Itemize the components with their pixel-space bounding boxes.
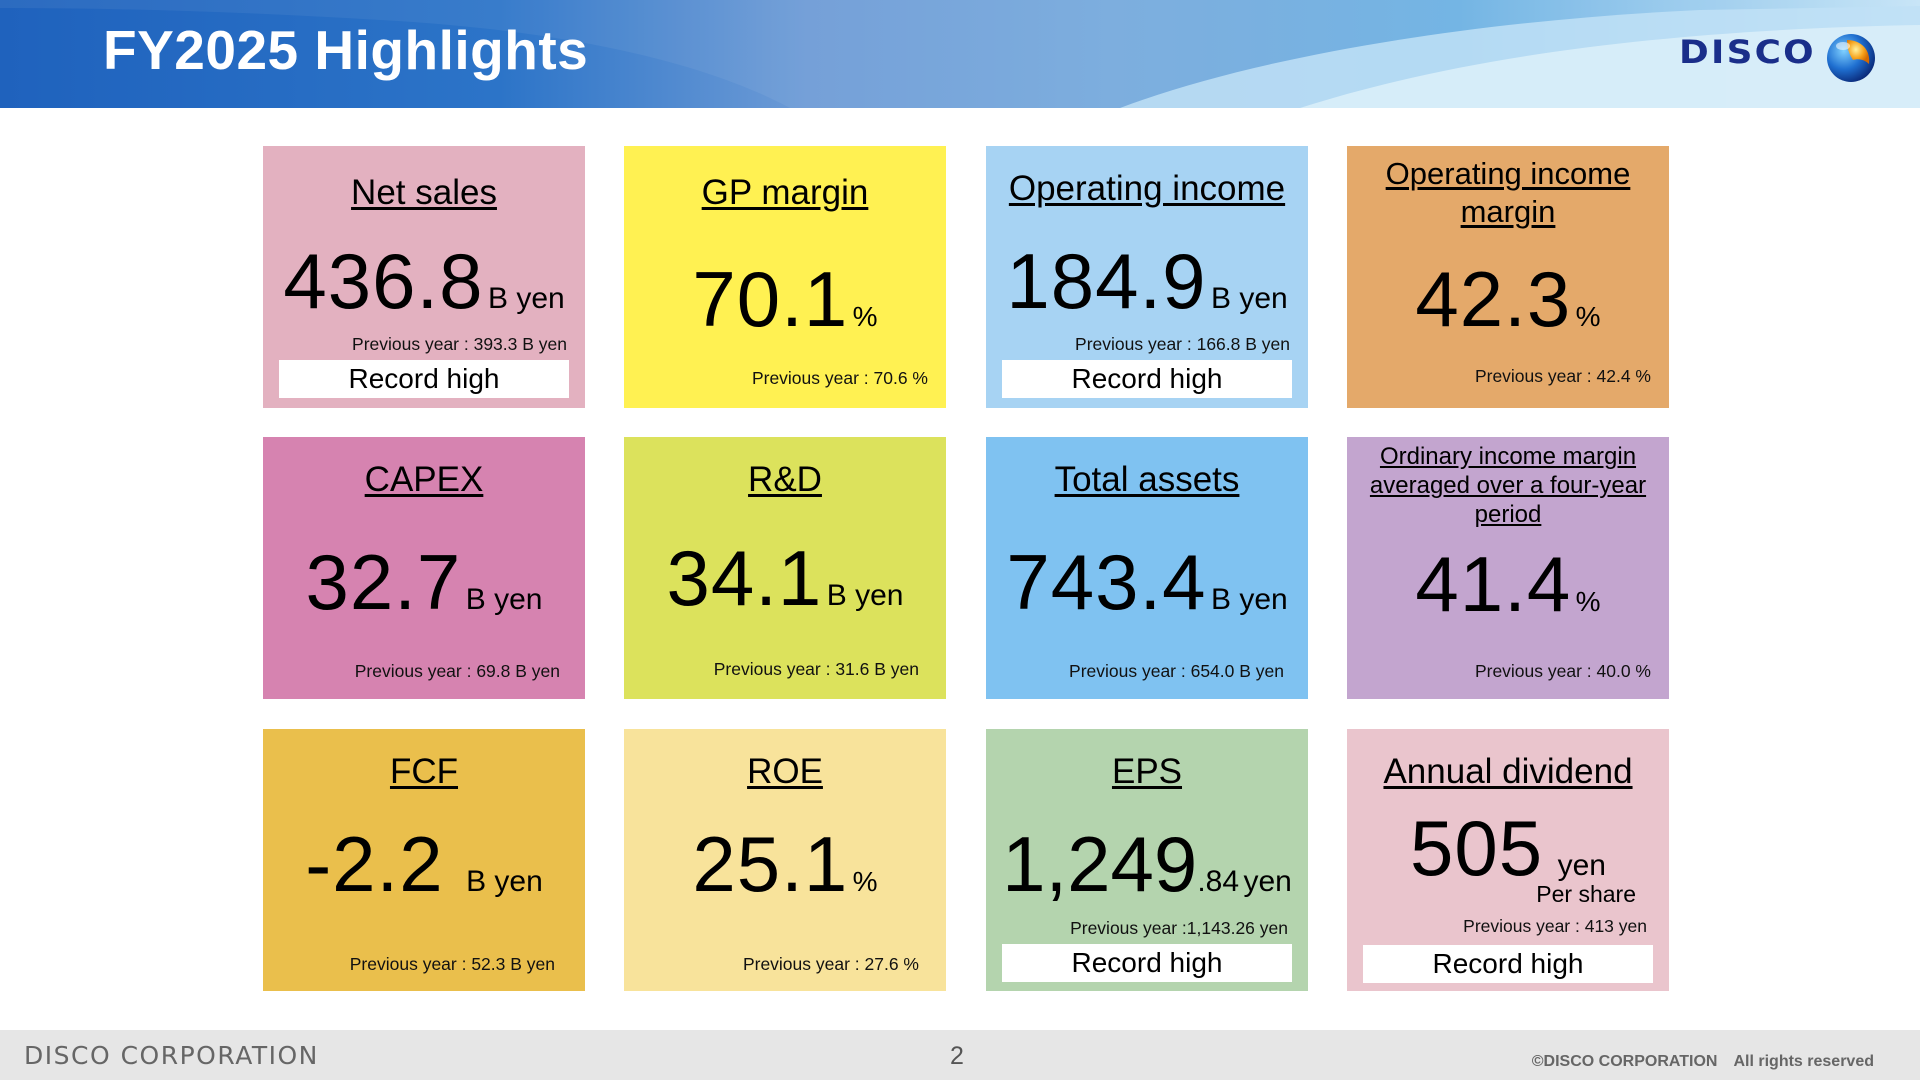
tile-value: 25.1 % — [624, 819, 946, 910]
record-high-badge: Record high — [1002, 360, 1292, 398]
tile-total-assets: Total assets 743.4 B yen Previous year :… — [986, 437, 1308, 699]
value-number: -2.2 — [305, 820, 444, 908]
value-number: 436.8 — [283, 237, 484, 325]
value-unit: B yen — [826, 579, 904, 612]
previous-year-text: Previous year : 393.3 B yen — [352, 334, 567, 354]
tile-net-sales: Net sales 436.8 B yen Previous year : 39… — [263, 146, 585, 408]
value-unit: % — [1575, 586, 1601, 617]
value-number: 42.3 — [1415, 255, 1572, 343]
value-number: 1,249 — [1002, 820, 1198, 908]
tile-label: Ordinary income margin averaged over a f… — [1369, 443, 1647, 528]
copyright-notice: ©DISCO CORPORATION All rights reserved — [1531, 1053, 1874, 1070]
value-unit: % — [852, 866, 878, 897]
value-number: 41.4 — [1415, 540, 1572, 628]
tile-label: Annual dividend — [1383, 752, 1633, 791]
title-banner: FY2025 Highlights DISCO — [0, 0, 1920, 108]
tile-label: EPS — [1111, 752, 1183, 791]
value-unit: B yen — [487, 282, 565, 315]
tile-value: 184.9 B yen — [986, 236, 1308, 327]
previous-year-text: Previous year : 40.0 % — [1474, 661, 1651, 681]
tile-gp-margin: GP margin 70.1 % Previous year : 70.6 % — [624, 146, 946, 408]
logo-text: DISCO — [1679, 33, 1816, 71]
tile-label: GP margin — [701, 173, 869, 212]
tile-label: FCF — [389, 752, 459, 791]
banner-wave-graphic — [0, 0, 1920, 108]
footer-company-name: DISCO CORPORATION — [24, 1041, 319, 1070]
disco-logo: DISCO — [1675, 26, 1875, 86]
tile-eps: EPS 1,249.84 yen Previous year :1,143.26… — [986, 729, 1308, 991]
tile-value: 70.1 % — [624, 254, 946, 345]
globe-icon — [1827, 34, 1875, 82]
record-high-badge: Record high — [1363, 945, 1653, 983]
previous-year-text: Previous year :1,143.26 yen — [1070, 918, 1288, 938]
value-number: 743.4 — [1006, 538, 1207, 626]
page-title: FY2025 Highlights — [103, 19, 589, 81]
tile-label: R&D — [748, 460, 822, 499]
value-unit: B yen — [466, 865, 543, 898]
tile-value: -2.2 B yen — [263, 819, 585, 910]
value-number: 34.1 — [666, 534, 823, 622]
previous-year-text: Previous year : 42.4 % — [1474, 366, 1651, 386]
tile-value: 505 yen — [1347, 803, 1669, 894]
previous-year-text: Previous year : 31.6 B yen — [713, 659, 919, 679]
page-number: 2 — [950, 1042, 964, 1070]
tile-label: Net sales — [351, 173, 497, 212]
tile-label: Operating income — [1008, 169, 1286, 208]
previous-year-text: Previous year : 166.8 B yen — [1075, 334, 1290, 354]
tile-value: 1,249.84 yen — [986, 819, 1308, 910]
tile-capex: CAPEX 32.7 B yen Previous year : 69.8 B … — [263, 437, 585, 699]
tile-fcf: FCF -2.2 B yen Previous year : 52.3 B ye… — [263, 729, 585, 991]
tile-rnd: R&D 34.1 B yen Previous year : 31.6 B ye… — [624, 437, 946, 699]
tile-operating-income: Operating income 184.9 B yen Previous ye… — [986, 146, 1308, 408]
tile-roe: ROE 25.1 % Previous year : 27.6 % — [624, 729, 946, 991]
value-number: 184.9 — [1006, 237, 1207, 325]
tile-annual-dividend: Annual dividend 505 yen Per share Previo… — [1347, 729, 1669, 991]
tile-value: 41.4 % — [1347, 539, 1669, 630]
tile-value: 32.7 B yen — [263, 537, 585, 628]
value-unit: yen — [1557, 849, 1606, 882]
value-decimal: .84 — [1197, 865, 1240, 898]
tile-value: 743.4 B yen — [986, 537, 1308, 628]
per-share-text: Per share — [1536, 881, 1636, 907]
value-number: 70.1 — [692, 255, 849, 343]
value-unit: % — [1575, 301, 1601, 332]
record-high-badge: Record high — [279, 360, 569, 398]
value-unit: B yen — [1210, 282, 1288, 315]
value-unit: B yen — [1210, 583, 1288, 616]
tile-label: ROE — [747, 752, 823, 791]
tile-value: 436.8 B yen — [263, 236, 585, 327]
value-unit: % — [852, 301, 878, 332]
value-unit: yen — [1243, 865, 1292, 898]
tile-operating-income-margin: Operating income margin 42.3 % Previous … — [1347, 146, 1669, 408]
value-number: 32.7 — [305, 538, 462, 626]
tile-label: Operating income margin — [1385, 156, 1631, 229]
record-high-badge: Record high — [1002, 944, 1292, 982]
previous-year-text: Previous year : 27.6 % — [742, 954, 919, 974]
previous-year-text: Previous year : 413 yen — [1463, 916, 1647, 936]
value-number: 505 — [1410, 804, 1544, 892]
value-number: 25.1 — [692, 820, 849, 908]
tile-value: 42.3 % — [1347, 254, 1669, 345]
tile-ordinary-income-margin: Ordinary income margin averaged over a f… — [1347, 437, 1669, 699]
previous-year-text: Previous year : 654.0 B yen — [1069, 661, 1284, 681]
tile-label: Total assets — [1054, 460, 1240, 499]
previous-year-text: Previous year : 70.6 % — [751, 368, 928, 388]
tile-value: 34.1 B yen — [624, 533, 946, 624]
previous-year-text: Previous year : 52.3 B yen — [349, 954, 555, 974]
footer-bar: DISCO CORPORATION 2 ©DISCO CORPORATION A… — [0, 1030, 1920, 1080]
tile-label: CAPEX — [364, 460, 484, 499]
value-unit: B yen — [465, 583, 543, 616]
previous-year-text: Previous year : 69.8 B yen — [354, 661, 560, 681]
